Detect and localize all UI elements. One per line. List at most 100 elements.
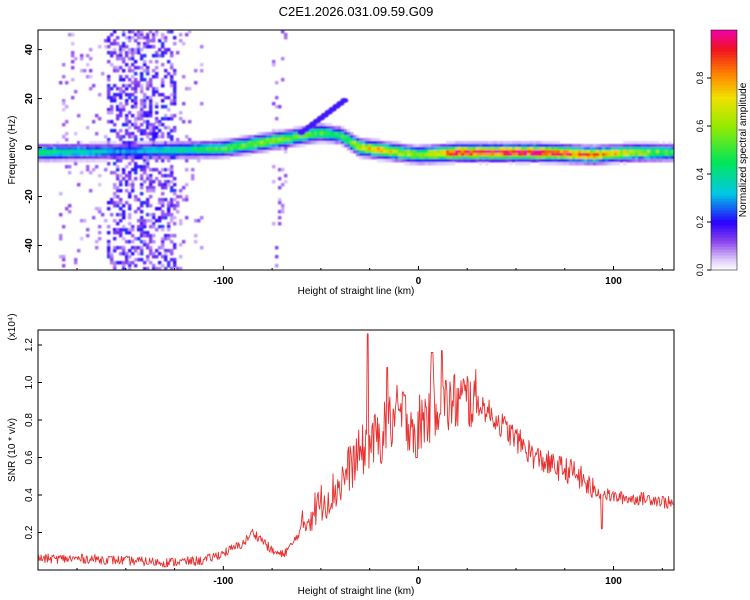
colorbar-swatch	[711, 138, 737, 142]
heatmap-cell	[527, 141, 531, 145]
heatmap-cell	[173, 183, 177, 187]
heatmap-cell	[167, 225, 171, 229]
heatmap-cell	[506, 144, 510, 148]
heatmap-cell	[158, 123, 162, 127]
heatmap-cell	[461, 141, 465, 145]
heatmap-cell	[152, 225, 156, 229]
heatmap-cell	[353, 144, 357, 148]
heatmap-cell	[128, 111, 132, 115]
heatmap-cell	[260, 147, 264, 151]
heatmap-cell	[89, 159, 93, 163]
heatmap-cell	[386, 147, 390, 151]
heatmap-cell	[416, 156, 420, 160]
heatmap-cell	[521, 156, 525, 160]
heatmap-cell	[437, 147, 441, 151]
heatmap-cell	[203, 156, 207, 160]
colorbar-swatch	[711, 258, 737, 262]
heatmap-cell	[176, 138, 180, 142]
heatmap-cell	[149, 129, 153, 133]
heatmap-cell	[221, 147, 225, 151]
heatmap-cell	[662, 156, 666, 160]
heatmap-cell	[158, 153, 162, 157]
heatmap-cell	[167, 168, 171, 172]
heatmap-cell	[512, 150, 516, 154]
heatmap-cell	[143, 240, 147, 244]
heatmap-cell	[134, 147, 138, 151]
heatmap-cell	[668, 156, 672, 160]
heatmap-cell	[65, 147, 69, 151]
heatmap-cell	[101, 153, 105, 157]
heatmap-cell	[134, 246, 138, 250]
heatmap-cell	[629, 156, 633, 160]
heatmap-cell	[128, 240, 132, 244]
heatmap-cell	[161, 105, 165, 109]
heatmap-cell	[485, 147, 489, 151]
heatmap-cell	[119, 147, 123, 151]
heatmap-cell	[230, 147, 234, 151]
heatmap-cell	[317, 141, 321, 145]
heatmap-cell	[56, 144, 60, 148]
heatmap-cell	[56, 150, 60, 154]
heatmap-cell	[467, 144, 471, 148]
heatmap-cell	[221, 156, 225, 160]
heatmap-cell	[137, 51, 141, 55]
heatmap-cell	[125, 75, 129, 79]
heatmap-cell	[302, 138, 306, 142]
snr-series-line	[38, 333, 674, 568]
heatmap-cell	[491, 144, 495, 148]
heatmap-cell	[563, 147, 567, 151]
heatmap-cell	[122, 171, 126, 175]
heatmap-cell	[149, 261, 153, 265]
heatmap-cell	[662, 153, 666, 157]
colorbar-tick-label: 0.2	[695, 216, 705, 229]
spectrogram-x-label: Height of straight line (km)	[298, 286, 415, 297]
heatmap-cell	[161, 81, 165, 85]
heatmap-cell	[239, 141, 243, 145]
heatmap-cell	[470, 141, 474, 145]
heatmap-cell	[101, 141, 105, 145]
heatmap-cell	[170, 216, 174, 220]
heatmap-cell	[410, 144, 414, 148]
heatmap-cell	[266, 132, 270, 136]
heatmap-cell	[557, 150, 561, 154]
heatmap-cell	[146, 189, 150, 193]
heatmap-cell	[164, 114, 168, 118]
heatmap-cell	[425, 150, 429, 154]
heatmap-cell	[155, 207, 159, 211]
spectrogram-x-tick-label: -100	[213, 276, 233, 287]
heatmap-cell	[314, 138, 318, 142]
heatmap-cell	[161, 255, 165, 259]
heatmap-cell	[242, 144, 246, 148]
heatmap-cell	[104, 150, 108, 154]
heatmap-cell	[218, 144, 222, 148]
heatmap-cell	[110, 201, 114, 205]
heatmap-cell	[146, 234, 150, 238]
heatmap-cell	[59, 213, 63, 217]
heatmap-cell	[254, 135, 258, 139]
heatmap-cell	[659, 150, 663, 154]
heatmap-cell	[335, 138, 339, 142]
heatmap-cell	[125, 174, 129, 178]
heatmap-cell	[143, 225, 147, 229]
heatmap-cell	[536, 150, 540, 154]
heatmap-cell	[329, 141, 333, 145]
colorbar-swatch	[711, 264, 737, 268]
heatmap-cell	[452, 150, 456, 154]
heatmap-cell	[128, 261, 132, 265]
heatmap-cell	[59, 159, 63, 163]
heatmap-cell	[446, 162, 450, 166]
heatmap-cell	[386, 150, 390, 154]
heatmap-cell	[233, 144, 237, 148]
colorbar-swatch	[711, 267, 737, 271]
heatmap-cell	[524, 144, 528, 148]
heatmap-cell	[170, 117, 174, 121]
heatmap-cell	[647, 147, 651, 151]
colorbar-tick-label: 0.6	[695, 120, 705, 133]
heatmap-cell	[251, 150, 255, 154]
heatmap-cell	[134, 96, 138, 100]
heatmap-cell	[161, 225, 165, 229]
heatmap-cell	[521, 141, 525, 145]
heatmap-cell	[149, 99, 153, 103]
heatmap-cell	[359, 144, 363, 148]
heatmap-cell	[116, 135, 120, 139]
